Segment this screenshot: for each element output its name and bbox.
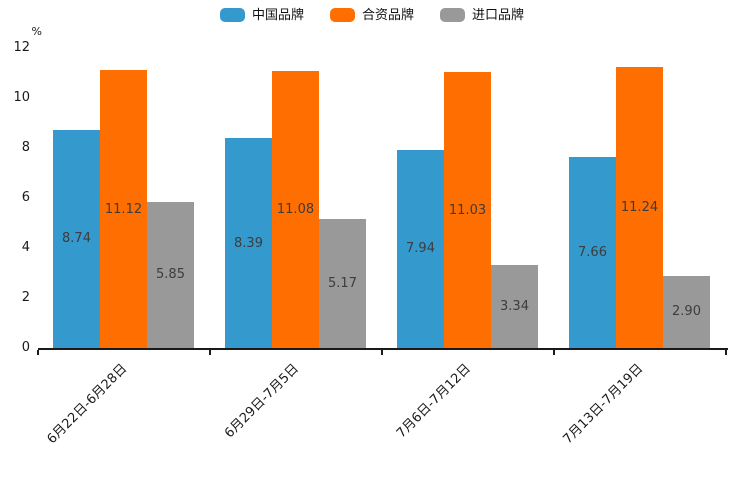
legend-label: 进口品牌 (472, 7, 525, 23)
x-axis-tick-mark (37, 350, 39, 355)
x-axis-tick-mark (553, 350, 555, 355)
legend-item-0[interactable]: 中国品牌 (219, 7, 304, 23)
bar-value-label: 8.39 (234, 235, 263, 251)
plot-area: 8.74 8.39 7.94 7.66 11.12 11.08 11.03 11.24 5.85… (38, 48, 726, 348)
legend: 中国品牌 合资品牌 进口品牌 (0, 8, 744, 22)
x-category-label: 7月6日-7月12日 (393, 361, 474, 442)
bar-中国品牌-3[interactable]: 7.66 (569, 156, 616, 348)
bar-进口品牌-1[interactable]: 5.17 (319, 218, 366, 348)
bar-value-label: 5.85 (156, 267, 185, 283)
bar-合资品牌-1[interactable]: 11.08 (272, 71, 319, 348)
legend-label: 中国品牌 (251, 7, 304, 23)
bar-value-label: 11.12 (104, 201, 143, 217)
bar-value-label: 11.03 (448, 202, 487, 218)
bar-value-label: 3.34 (500, 298, 529, 314)
legend-item-1[interactable]: 合资品牌 (329, 7, 414, 23)
bar-合资品牌-0[interactable]: 11.12 (100, 70, 147, 348)
bar-进口品牌-2[interactable]: 3.34 (491, 264, 538, 348)
bar-value-label: 11.08 (276, 202, 315, 217)
bar-value-label: 11.24 (620, 200, 659, 215)
bar-value-label: 5.17 (328, 275, 357, 291)
bar-value-label: 7.66 (578, 244, 607, 260)
legend-label: 合资品牌 (361, 7, 414, 23)
x-category-label: 6月22日-6月28日 (44, 361, 130, 448)
y-tick-label: 4 (21, 240, 30, 255)
bar-value-label: 7.94 (406, 241, 435, 257)
x-axis-line (38, 348, 728, 350)
bar-进口品牌-0[interactable]: 5.85 (147, 201, 194, 348)
y-tick-label: 8 (21, 140, 30, 155)
bar-value-label: 8.74 (62, 231, 91, 247)
bar-合资品牌-2[interactable]: 11.03 (444, 72, 491, 348)
y-tick-label: 10 (13, 90, 30, 105)
y-tick-label: 0 (21, 340, 30, 355)
y-tick-label: 12 (13, 40, 30, 55)
legend-swatch-icon (219, 8, 245, 22)
bar-中国品牌-2[interactable]: 7.94 (397, 149, 444, 348)
x-axis-tick-mark (381, 350, 383, 355)
y-axis-unit-label: % (31, 25, 42, 38)
legend-swatch-icon (329, 8, 355, 22)
legend-item-2[interactable]: 进口品牌 (440, 8, 524, 22)
x-axis-tick-mark (725, 350, 727, 355)
bar-合资品牌-3[interactable]: 11.24 (616, 67, 663, 348)
x-category-label: 7月13日-7月19日 (560, 361, 646, 448)
bar-进口品牌-3[interactable]: 2.90 (663, 275, 710, 348)
y-tick-label: 6 (21, 190, 30, 205)
x-category-label: 6月29日-7月5日 (221, 361, 302, 442)
x-axis-tick-mark (209, 350, 211, 355)
bar-value-label: 2.90 (672, 304, 701, 320)
legend-swatch-icon (440, 8, 465, 22)
bar-中国品牌-1[interactable]: 8.39 (225, 138, 272, 348)
y-tick-label: 2 (21, 290, 30, 305)
bar-中国品牌-0[interactable]: 8.74 (53, 129, 100, 348)
